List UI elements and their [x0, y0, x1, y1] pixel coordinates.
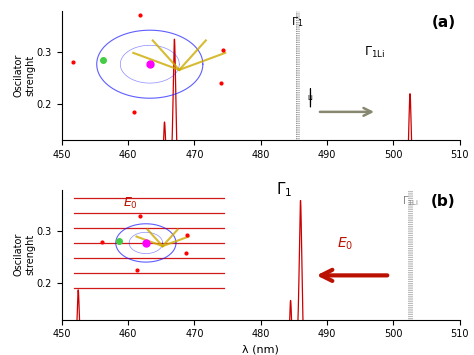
Text: $\Gamma_{1\rm{Li}}$: $\Gamma_{1\rm{Li}}$ — [364, 45, 385, 60]
Y-axis label: Oscilator
strenght: Oscilator strenght — [14, 233, 35, 276]
Text: $E_0$: $E_0$ — [337, 236, 353, 252]
Text: $E_0$: $E_0$ — [123, 196, 138, 211]
X-axis label: λ (nm): λ (nm) — [242, 345, 279, 355]
Text: $\Gamma_1$: $\Gamma_1$ — [291, 15, 303, 29]
Y-axis label: Oscilator
strenght: Oscilator strenght — [14, 54, 35, 97]
Text: $\Gamma_1$: $\Gamma_1$ — [276, 180, 292, 199]
Text: (b): (b) — [431, 193, 456, 209]
Text: (a): (a) — [432, 15, 456, 29]
Text: $\Gamma_{1\rm{Li}}$: $\Gamma_{1\rm{Li}}$ — [401, 194, 419, 208]
Text: Li: Li — [308, 95, 313, 101]
